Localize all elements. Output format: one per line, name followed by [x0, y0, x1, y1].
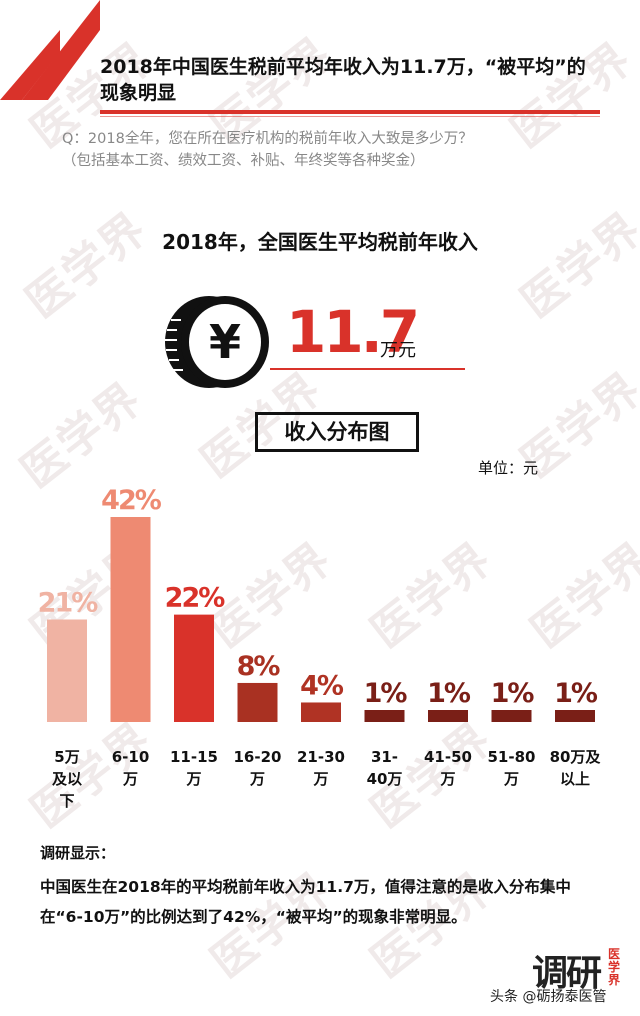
page-title: 2018年中国医生税前平均年收入为11.7万，“被平均”的现象明显	[100, 56, 586, 104]
data-label-6: 1%	[427, 678, 471, 709]
x-tick-label-2: 11-15 万	[170, 748, 218, 788]
x-tick-label-3: 16-20 万	[234, 748, 282, 788]
data-label-1: 42%	[101, 485, 162, 516]
currency-symbol: ¥	[209, 315, 241, 369]
chart-heading: 收入分布图	[255, 412, 419, 452]
question-line: Q：2018全年，您在所在医疗机构的税前年收入大致是多少万？	[62, 131, 473, 147]
bar-8	[555, 710, 595, 722]
data-label-8: 1%	[554, 678, 598, 709]
watermark-text: 医学界	[16, 202, 157, 329]
average-income-subtitle: 2018年，全国医生平均税前年收入	[162, 230, 478, 254]
question-line: （包括基本工资、绩效工资、补贴、年终奖等各种奖金）	[62, 153, 425, 169]
logo-main: 调研	[532, 952, 602, 994]
data-label-7: 1%	[491, 678, 535, 709]
bar-5	[364, 710, 405, 722]
x-tick-label-1: 6-10 万	[112, 748, 150, 788]
x-tick-label-6: 41-50 万	[424, 748, 472, 788]
bar-6	[428, 710, 468, 722]
x-tick-label-0: 5万及以下	[52, 748, 82, 810]
average-income-unit: 万元	[380, 340, 416, 361]
findings-body: 中国医生在2018年的平均税前年收入为11.7万，值得注意的是收入分布集中在“6…	[40, 878, 571, 926]
bar-0	[47, 619, 87, 722]
data-label-2: 22%	[165, 583, 226, 614]
survey-question: Q：2018全年，您在所在医疗机构的税前年收入大致是多少万？ （包括基本工资、绩…	[62, 128, 622, 172]
data-label-0: 21%	[38, 588, 99, 619]
bar-3	[237, 682, 278, 722]
bar-7	[491, 710, 532, 722]
data-label-4: 4%	[300, 670, 344, 701]
unit-label: 单位：元	[478, 459, 539, 477]
logo-side: 医学界	[608, 947, 621, 987]
source-credit: 头条 @砺扬泰医管	[490, 989, 607, 1005]
title-underline	[100, 110, 600, 114]
bar-4	[301, 702, 341, 722]
x-tick-label-8: 80万及以上	[550, 748, 602, 788]
data-label-3: 8%	[237, 651, 281, 682]
bar-1	[110, 517, 151, 722]
data-label-5: 1%	[364, 678, 408, 709]
x-tick-label-4: 21-30 万	[297, 748, 345, 788]
x-tick-label-5: 31-40万	[367, 748, 403, 788]
average-underline	[270, 368, 465, 370]
income-distribution-chart: 21% 5万及以下 42% 6-10 万 22% 11-15 万 8% 16-20 万 4% 21-30…	[38, 485, 602, 810]
coin-icon: ¥	[165, 296, 269, 388]
title-underline-thin	[100, 116, 600, 117]
findings-title: 调研显示：	[40, 844, 116, 862]
x-tick-label-7: 51-80 万	[488, 748, 536, 788]
watermark-text: 医学界	[511, 202, 640, 329]
bar-2	[174, 614, 214, 722]
corner-decoration	[0, 0, 100, 100]
average-income-value: 11.7	[286, 298, 420, 366]
